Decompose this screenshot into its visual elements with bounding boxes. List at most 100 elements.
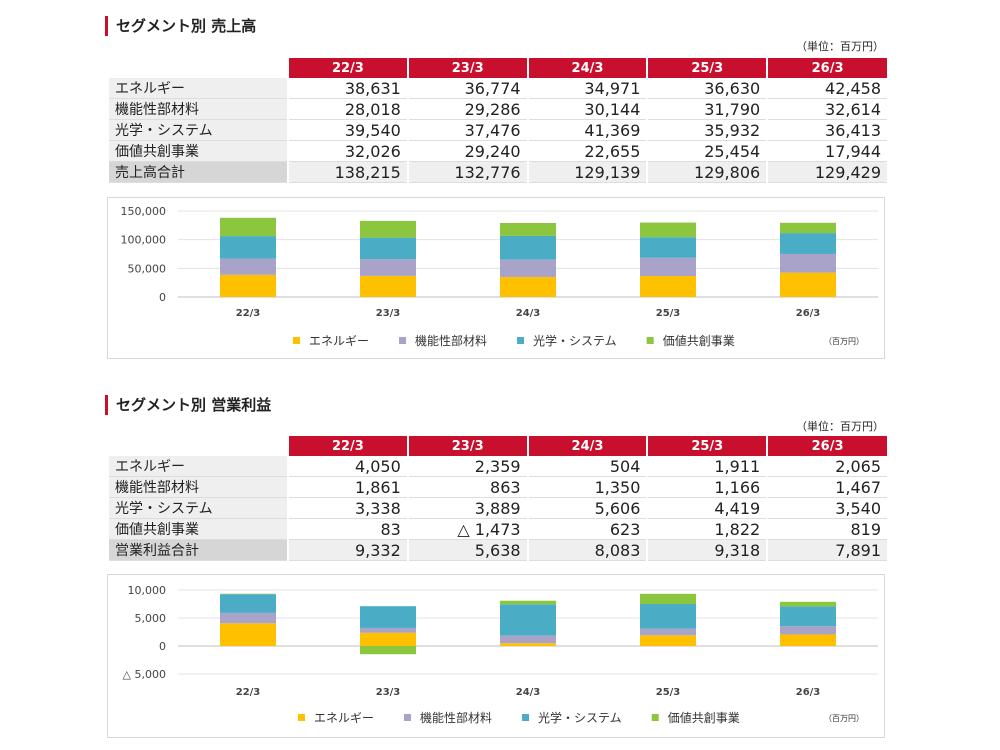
bar-segment <box>780 626 836 635</box>
bar-segment <box>780 222 836 234</box>
bar-segment <box>500 259 556 277</box>
total-label: 売上高合計 <box>107 161 288 183</box>
bar-segment <box>640 628 696 636</box>
header-cell: 26/3 <box>766 436 887 456</box>
sales-table: 22/3 23/3 24/3 25/3 26/3 エネルギー 38,631 36… <box>107 58 887 183</box>
header-cell: 26/3 <box>766 58 887 78</box>
bar-segment <box>220 236 276 259</box>
table-row: 機能性部材料 28,018 29,286 30,144 31,790 32,61… <box>107 98 887 120</box>
table-row: 光学・システム 3,338 3,889 5,606 4,419 3,540 <box>107 497 887 519</box>
header-cell: 23/3 <box>406 58 528 78</box>
bar-segment <box>360 275 416 297</box>
total-cell: 9,318 <box>646 539 768 561</box>
row-label: 光学・システム <box>107 119 288 141</box>
table-cell: 3,338 <box>287 497 408 519</box>
bar-segment <box>500 635 556 644</box>
table-cell: 1,911 <box>646 456 768 477</box>
legend-label: 光学・システム <box>538 710 622 725</box>
table-cell: 41,369 <box>526 119 648 141</box>
table-cell: 5,606 <box>526 497 648 519</box>
table-cell: 29,240 <box>406 140 528 162</box>
table-cell: 37,476 <box>406 119 528 141</box>
row-label: 光学・システム <box>107 497 288 519</box>
bar-segment <box>640 593 696 605</box>
bar-segment <box>780 253 836 273</box>
bar-segment <box>500 235 556 260</box>
profit-chart: △ 5,000 0 5,000 10,000 22/3 23/3 24/3 25/3 26/3 エ… <box>107 574 885 738</box>
total-cell: 129,139 <box>526 161 648 183</box>
bar-segment <box>640 604 696 629</box>
chart-unit-label: （百万円） <box>824 714 864 723</box>
header-blank <box>108 58 288 78</box>
profit-unit: （単位：百万円） <box>796 420 884 433</box>
table-cell: 819 <box>766 518 887 540</box>
header-cell: 25/3 <box>646 436 768 456</box>
legend-swatch <box>522 714 530 721</box>
legend-swatch <box>646 337 654 344</box>
x-tick-label: 24/3 <box>516 308 541 319</box>
table-cell: 31,790 <box>646 98 768 120</box>
header-cell: 22/3 <box>287 436 408 456</box>
x-tick-label: 23/3 <box>376 308 401 319</box>
bar-segment <box>360 632 416 646</box>
sales-chart: 0 50,000 100,000 150,000 22/3 23/3 24/3 25/3 26/… <box>107 197 885 359</box>
bar-segment <box>360 606 416 628</box>
row-label: 機能性部材料 <box>107 476 288 498</box>
table-cell: 1,350 <box>526 476 648 498</box>
bar-segment <box>220 593 276 595</box>
y-tick-label: 10,000 <box>128 584 167 597</box>
table-cell: 863 <box>406 476 528 498</box>
legend-label: エネルギー <box>314 711 374 725</box>
x-tick-label: 25/3 <box>656 308 681 319</box>
header-cell: 23/3 <box>406 436 528 456</box>
total-cell: 129,806 <box>646 161 768 183</box>
table-cell: 36,413 <box>766 119 887 141</box>
x-tick-label: 23/3 <box>376 687 401 698</box>
profit-title: セグメント別 営業利益 <box>105 395 271 415</box>
row-label: 機能性部材料 <box>107 98 288 120</box>
legend-swatch <box>651 714 659 721</box>
legend-label: 価値共創事業 <box>663 333 735 348</box>
table-cell: 83 <box>287 518 408 540</box>
legend-label: 光学・システム <box>533 333 617 348</box>
row-label: エネルギー <box>107 78 288 99</box>
total-cell: 9,332 <box>287 539 408 561</box>
header-blank <box>108 436 288 456</box>
bar-segment <box>220 623 276 646</box>
table-row: 機能性部材料 1,861 863 1,350 1,166 1,467 <box>107 476 887 498</box>
y-tick-label: 100,000 <box>121 234 167 247</box>
table-cell: △ 1,473 <box>406 518 528 540</box>
table-cell: 32,026 <box>287 140 408 162</box>
legend-swatch <box>298 714 305 721</box>
table-cell: 29,286 <box>406 98 528 120</box>
table-cell: 35,932 <box>646 119 768 141</box>
table-cell: 2,359 <box>406 456 528 477</box>
bar-segment <box>780 233 836 254</box>
table-cell: 1,861 <box>287 476 408 498</box>
table-cell: 504 <box>526 456 648 477</box>
bar-segment <box>780 606 836 627</box>
legend-label: 価値共創事業 <box>668 710 740 725</box>
profit-table: 22/3 23/3 24/3 25/3 26/3 エネルギー 4,050 2,3… <box>107 436 887 561</box>
legend-swatch <box>293 337 300 344</box>
bar-segment <box>640 257 696 276</box>
total-cell: 138,215 <box>287 161 408 183</box>
legend-swatch <box>517 337 525 344</box>
table-row: 光学・システム 39,540 37,476 41,369 35,932 36,4… <box>107 119 887 141</box>
table-cell: 30,144 <box>526 98 648 120</box>
y-tick-label: 5,000 <box>135 612 167 625</box>
bar-segment <box>500 276 556 297</box>
table-cell: 1,467 <box>766 476 887 498</box>
table-cell: 36,774 <box>406 78 528 99</box>
legend-label: 機能性部材料 <box>420 710 492 725</box>
table-row: エネルギー 38,631 36,774 34,971 36,630 42,458 <box>107 78 887 99</box>
y-tick-label: 0 <box>159 640 166 653</box>
total-cell: 7,891 <box>766 539 887 561</box>
bar-segment <box>220 258 276 275</box>
profit-chart-svg: △ 5,000 0 5,000 10,000 22/3 23/3 24/3 25/3 26/3 エ… <box>123 584 878 725</box>
row-label: エネルギー <box>107 456 288 477</box>
bar-segment <box>500 643 556 646</box>
bar-segment <box>640 275 696 297</box>
bar-segment <box>360 220 416 238</box>
header-cell: 24/3 <box>526 58 648 78</box>
